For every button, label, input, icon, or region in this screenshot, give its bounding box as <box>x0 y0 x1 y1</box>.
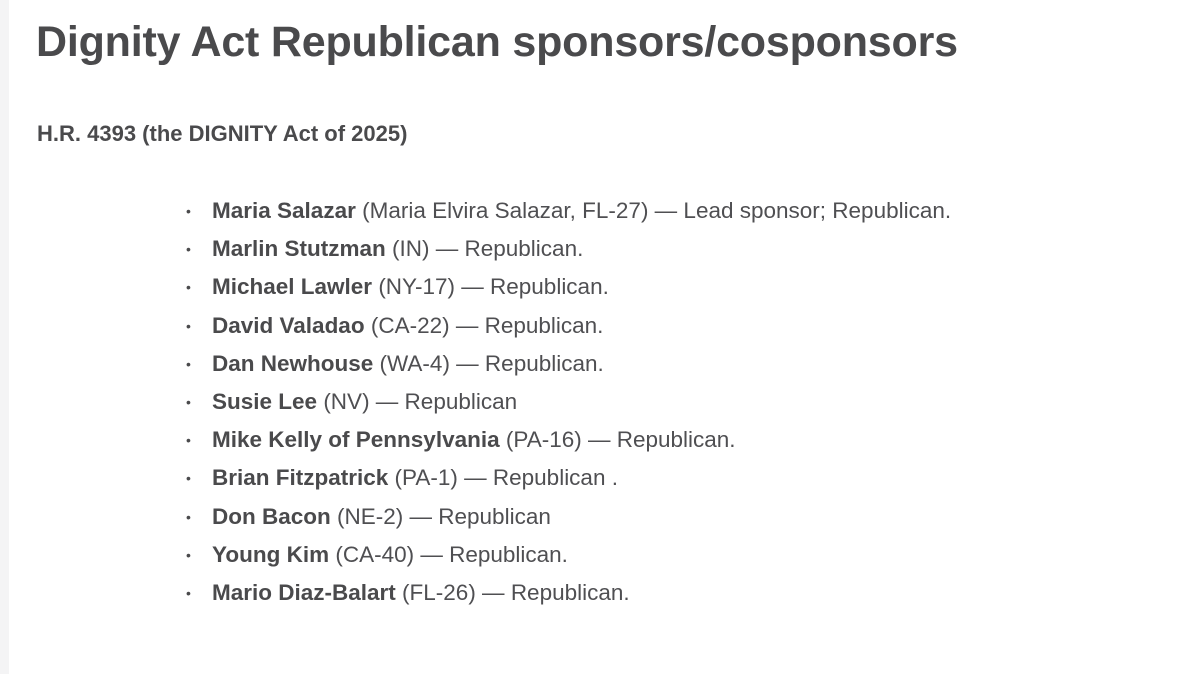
sponsor-detail: (PA-1) — Republican . <box>388 465 618 491</box>
sponsor-name: Michael Lawler <box>212 274 373 300</box>
list-item: • David Valadao (CA-22) — Republican. <box>186 307 951 345</box>
sponsor-detail: (FL-26) — Republican. <box>395 579 630 605</box>
left-edge-divider <box>0 0 9 674</box>
sponsor-name: Dan Newhouse <box>212 350 374 376</box>
bullet-dot-icon: • <box>186 317 191 334</box>
sponsor-detail: (PA-16) — Republican. <box>499 427 736 453</box>
bullet-dot-icon: • <box>186 241 191 258</box>
bullet-dot-icon: • <box>186 432 191 449</box>
sponsor-detail: (CA-40) — Republican. <box>329 541 568 567</box>
bullet-dot-icon: • <box>186 546 191 563</box>
sponsor-detail: (NY-17) — Republican. <box>372 274 609 300</box>
list-item: • Michael Lawler (NY-17) — Republican. <box>186 268 951 306</box>
bullet-dot-icon: • <box>186 470 191 487</box>
bullet-dot-icon: • <box>186 355 191 372</box>
sponsor-name: Mike Kelly of Pennsylvania <box>212 427 500 453</box>
list-item: • Maria Salazar (Maria Elvira Salazar, F… <box>186 192 951 230</box>
sponsor-detail: (CA-22) — Republican. <box>364 312 604 338</box>
sponsor-list: • Maria Salazar (Maria Elvira Salazar, F… <box>186 192 951 612</box>
list-item: • Mario Diaz-Balart (FL-26) — Republican… <box>186 574 951 612</box>
sponsor-name: Don Bacon <box>212 503 331 529</box>
sponsor-detail: (NE-2) — Republican <box>330 503 551 529</box>
sponsor-detail: (WA-4) — Republican. <box>373 350 604 376</box>
bullet-dot-icon: • <box>186 279 191 296</box>
sponsor-detail: (IN) — Republican. <box>385 236 584 262</box>
list-item: • Dan Newhouse (WA-4) — Republican. <box>186 345 951 383</box>
bullet-dot-icon: • <box>186 393 191 410</box>
sponsor-name: Susie Lee <box>212 388 318 414</box>
bill-subtitle: H.R. 4393 (the DIGNITY Act of 2025) <box>37 121 408 146</box>
list-item: • Mike Kelly of Pennsylvania (PA-16) — R… <box>186 421 951 459</box>
list-item: • Marlin Stutzman (IN) — Republican. <box>186 230 951 268</box>
sponsor-name: Brian Fitzpatrick <box>212 465 389 491</box>
page-title: Dignity Act Republican sponsors/cosponso… <box>36 18 958 66</box>
sponsor-detail: (NV) — Republican <box>317 388 518 414</box>
sponsor-detail: (Maria Elvira Salazar, FL-27) — Lead spo… <box>355 198 952 223</box>
list-item: • Don Bacon (NE-2) — Republican <box>186 498 951 536</box>
bullet-dot-icon: • <box>186 508 191 525</box>
sponsor-name: David Valadao <box>212 312 365 338</box>
sponsor-name: Mario Diaz-Balart <box>212 579 396 605</box>
list-item: • Young Kim (CA-40) — Republican. <box>186 536 951 574</box>
sponsor-name: Young Kim <box>212 541 330 567</box>
sponsor-name: Marlin Stutzman <box>212 236 386 262</box>
list-item: • Susie Lee (NV) — Republican <box>186 383 951 421</box>
list-item: • Brian Fitzpatrick (PA-1) — Republican … <box>186 459 951 497</box>
bullet-dot-icon: • <box>186 203 191 219</box>
sponsor-name: Maria Salazar <box>212 198 356 223</box>
document-page: Dignity Act Republican sponsors/cosponso… <box>36 0 1181 674</box>
bullet-dot-icon: • <box>186 584 191 601</box>
